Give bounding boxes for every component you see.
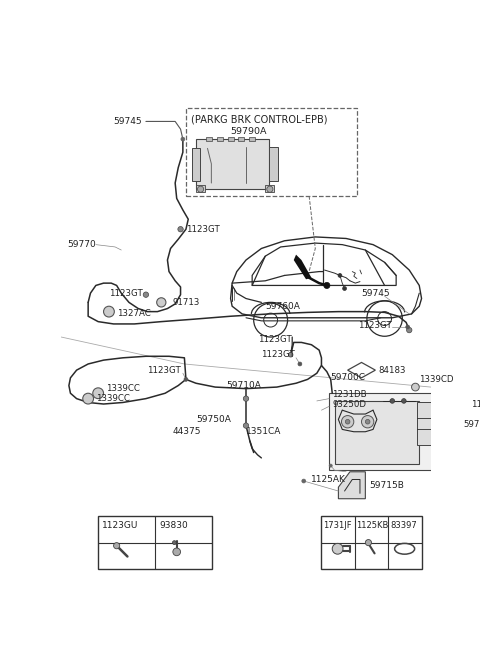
Text: 59715B: 59715B: [369, 481, 404, 490]
Circle shape: [341, 416, 354, 428]
Text: 44375: 44375: [173, 427, 201, 436]
Circle shape: [411, 384, 419, 391]
Circle shape: [407, 328, 412, 333]
Circle shape: [83, 393, 94, 404]
Bar: [329, 393, 443, 471]
Text: 59710A: 59710A: [227, 381, 262, 390]
Text: 1125AK: 1125AK: [312, 475, 347, 484]
Polygon shape: [338, 472, 365, 499]
Text: 59790A: 59790A: [230, 127, 267, 136]
Circle shape: [324, 282, 330, 289]
Circle shape: [288, 353, 293, 357]
Text: 1123GT: 1123GT: [258, 335, 291, 344]
Circle shape: [156, 298, 166, 307]
Text: 93250D: 93250D: [332, 399, 366, 409]
Circle shape: [332, 544, 343, 554]
Text: 1123GU: 1123GU: [102, 521, 138, 530]
Bar: [196, 139, 269, 189]
Text: 1231DB: 1231DB: [332, 390, 367, 399]
Circle shape: [298, 362, 302, 366]
Circle shape: [143, 292, 149, 297]
Text: 1123GT: 1123GT: [147, 366, 181, 374]
Text: (PARKG BRK CONTROL-EPB): (PARKG BRK CONTROL-EPB): [191, 114, 327, 124]
Text: 1125KB: 1125KB: [356, 521, 388, 530]
Text: 1125AL: 1125AL: [471, 399, 480, 409]
Text: 83397: 83397: [391, 521, 418, 530]
Bar: [196, 185, 205, 192]
Text: 1731JF: 1731JF: [323, 521, 352, 530]
Bar: [192, 148, 200, 181]
Text: 1351CA: 1351CA: [246, 427, 281, 436]
Circle shape: [181, 137, 185, 141]
Circle shape: [243, 423, 249, 428]
Bar: [206, 137, 212, 142]
Text: 59750A: 59750A: [196, 415, 231, 424]
Circle shape: [302, 479, 306, 483]
Text: 59760A: 59760A: [265, 302, 300, 311]
Text: 1123GT: 1123GT: [109, 289, 143, 298]
Bar: [417, 403, 432, 445]
Circle shape: [93, 388, 104, 399]
Circle shape: [178, 227, 183, 232]
Circle shape: [441, 407, 445, 411]
Circle shape: [437, 424, 441, 428]
Circle shape: [172, 540, 176, 544]
Circle shape: [406, 325, 409, 329]
Circle shape: [365, 419, 370, 424]
Text: 59711B: 59711B: [463, 420, 480, 428]
Circle shape: [361, 416, 374, 428]
Bar: [217, 137, 223, 142]
Text: 1123GT: 1123GT: [262, 350, 295, 359]
Text: 1339CC: 1339CC: [106, 384, 140, 393]
Circle shape: [267, 186, 273, 192]
Text: 93830: 93830: [159, 521, 188, 530]
Circle shape: [343, 287, 347, 291]
Text: 1339CD: 1339CD: [419, 375, 454, 384]
Bar: [265, 185, 275, 192]
Bar: [238, 137, 244, 142]
Text: 1123GT: 1123GT: [186, 225, 220, 234]
Text: 59745: 59745: [361, 289, 390, 298]
Circle shape: [243, 396, 249, 401]
Text: 1123GT: 1123GT: [358, 321, 391, 330]
Text: 59700C: 59700C: [331, 374, 366, 382]
Circle shape: [197, 186, 204, 192]
Bar: [322, 517, 421, 569]
Bar: [335, 401, 419, 464]
Circle shape: [104, 306, 114, 317]
Bar: [228, 137, 234, 142]
Text: 91713: 91713: [173, 298, 200, 307]
Circle shape: [365, 540, 372, 546]
Bar: [98, 517, 212, 569]
Bar: [249, 137, 255, 142]
Circle shape: [338, 273, 342, 277]
Circle shape: [329, 464, 332, 467]
Text: 84183: 84183: [378, 366, 406, 374]
Circle shape: [184, 378, 188, 382]
Text: 1327AC: 1327AC: [117, 310, 150, 318]
Bar: [186, 108, 357, 196]
Text: 1339CC: 1339CC: [96, 394, 130, 403]
Circle shape: [390, 399, 395, 403]
Circle shape: [345, 419, 350, 424]
Polygon shape: [294, 254, 312, 279]
Text: 59770: 59770: [67, 240, 96, 249]
Circle shape: [402, 399, 406, 403]
Bar: [269, 147, 278, 181]
Circle shape: [173, 548, 180, 556]
Circle shape: [114, 542, 120, 549]
Text: 59745: 59745: [114, 117, 142, 126]
